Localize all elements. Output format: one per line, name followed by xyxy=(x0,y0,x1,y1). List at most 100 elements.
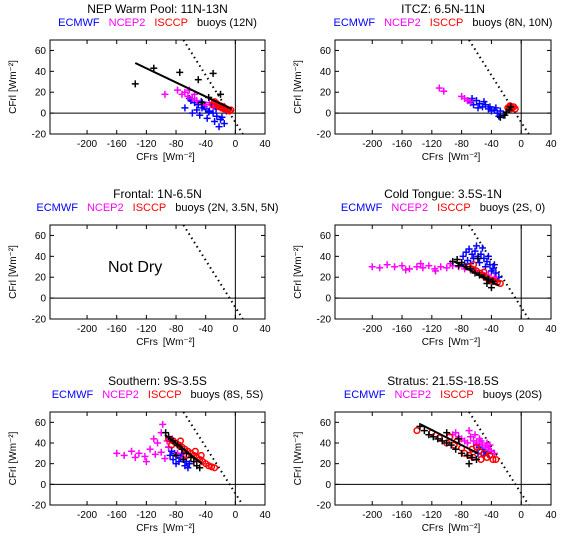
point-ecmwf xyxy=(213,112,221,120)
point-buoys xyxy=(425,431,433,439)
point-isccp xyxy=(176,437,185,445)
x-tick-label: 40 xyxy=(545,139,557,150)
point-buoys xyxy=(507,103,515,111)
x-tick-label: 0 xyxy=(518,510,524,521)
y-tick-label: 60 xyxy=(320,46,332,57)
x-tick-label: 0 xyxy=(233,139,239,150)
point-buoys xyxy=(455,435,463,443)
point-ecmwf xyxy=(487,267,495,275)
legend-entry-3: ISCCP xyxy=(133,202,167,214)
chart-panel-3: Frontal: 1N-6.5N ECMWF NCEP2 ISCCP buoys (2N… xyxy=(8,187,279,348)
point-ncep2 xyxy=(402,266,410,274)
point-ncep2 xyxy=(202,101,210,109)
x-tick-label: -160 xyxy=(392,324,412,335)
x-tick-label: -160 xyxy=(392,139,412,150)
y-tick-label: 40 xyxy=(35,67,47,78)
point-ncep2 xyxy=(113,449,121,457)
point-ecmwf xyxy=(203,114,211,122)
x-tick-label: 0 xyxy=(518,139,524,150)
point-buoys xyxy=(194,76,202,84)
point-ncep2 xyxy=(120,451,128,459)
y-axis-label: CFrl [Wm⁻²] xyxy=(8,431,19,485)
y-axis-label-unit: [Wm⁻²] xyxy=(293,245,304,277)
reference-line xyxy=(468,40,530,134)
plot-frame xyxy=(334,411,552,506)
y-axis-label-unit: [Wm⁻²] xyxy=(8,245,19,277)
y-tick-label: 40 xyxy=(320,252,332,263)
point-ncep2 xyxy=(184,92,192,100)
point-buoys xyxy=(190,458,198,466)
y-tick-label: 40 xyxy=(320,439,332,450)
point-ecmwf xyxy=(474,104,482,112)
point-ecmwf xyxy=(465,245,473,253)
point-ecmwf xyxy=(184,464,192,472)
x-axis-label-unit: [Wm⁻²] xyxy=(448,337,480,348)
point-ncep2 xyxy=(432,267,440,275)
point-ncep2 xyxy=(473,439,481,447)
point-ecmwf xyxy=(215,123,223,131)
legend-entry-4: buoys (12N) xyxy=(197,17,257,29)
legend-entry-4: buoys (8N, 10N) xyxy=(472,17,552,29)
point-ecmwf xyxy=(496,107,504,115)
point-buoys xyxy=(217,90,225,98)
x-axis-label: CFrs [Wm⁻²] xyxy=(136,152,195,163)
annotation-note: Not Dry xyxy=(108,259,162,276)
y-axis-label: CFrl [Wm⁻²] xyxy=(293,245,304,299)
x-tick-label: -160 xyxy=(107,324,127,335)
legend: ECMWF NCEP2 ISCCP buoys (2S, 0) xyxy=(341,202,545,214)
legend-entry-2: NCEP2 xyxy=(384,17,421,29)
x-tick-label: -200 xyxy=(77,139,97,150)
fit-line xyxy=(164,433,203,465)
point-ncep2 xyxy=(471,431,479,439)
point-isccp xyxy=(191,447,199,455)
chart-title: Cold Tongue: 3.5S-1N xyxy=(384,187,502,201)
point-isccp xyxy=(227,106,235,114)
y-tick-label: -20 xyxy=(32,130,47,141)
point-isccp xyxy=(492,455,500,464)
y-tick-label: 0 xyxy=(40,109,46,120)
chart-title: NEP Warm Pool: 11N-13N xyxy=(87,2,228,16)
point-isccp xyxy=(489,455,497,464)
x-axis-label-unit: [Wm⁻²] xyxy=(163,523,195,534)
x-tick-label: -200 xyxy=(77,324,97,335)
x-tick-label: -40 xyxy=(198,324,213,335)
fit-line xyxy=(134,62,233,110)
y-tick-label: 20 xyxy=(320,459,332,470)
point-buoys xyxy=(196,464,204,472)
legend-entry-4: buoys (8S, 5S) xyxy=(191,389,264,401)
point-buoys xyxy=(496,113,504,121)
point-buoys xyxy=(209,69,217,77)
point-buoys xyxy=(468,453,476,461)
legend: ECMWF NCEP2 ISCCP buoys (8S, 5S) xyxy=(52,389,264,401)
point-ecmwf xyxy=(492,269,500,277)
plot-area xyxy=(113,412,244,505)
x-tick-label: -200 xyxy=(362,510,382,521)
point-buoys xyxy=(434,435,442,443)
y-tick-label: -20 xyxy=(32,501,47,512)
y-axis-label-name: CFrl xyxy=(293,95,304,114)
point-ecmwf xyxy=(196,111,204,119)
x-tick-label: 40 xyxy=(259,510,271,521)
point-ecmwf xyxy=(475,259,483,267)
point-ecmwf xyxy=(205,108,213,116)
legend-entry-1: ECMWF xyxy=(58,17,100,29)
point-isccp xyxy=(469,261,478,269)
point-ecmwf xyxy=(478,244,486,252)
point-buoys xyxy=(416,422,424,430)
point-ncep2 xyxy=(425,262,433,270)
x-axis-label-name: CFrs xyxy=(422,337,444,348)
reference-line xyxy=(468,225,530,319)
x-axis-label: CFrs [Wm⁻²] xyxy=(422,152,481,163)
chart-title: Frontal: 1N-6.5N xyxy=(113,187,202,201)
legend-entry-1: ECMWF xyxy=(344,389,386,401)
point-ecmwf xyxy=(185,460,193,468)
point-ecmwf xyxy=(473,242,481,250)
y-tick-label: -20 xyxy=(32,315,47,326)
point-buoys xyxy=(150,64,158,72)
point-buoys xyxy=(176,68,184,76)
y-tick-label: 40 xyxy=(320,67,332,78)
x-tick-label: 40 xyxy=(259,324,271,335)
point-ncep2 xyxy=(141,452,149,460)
y-tick-label: 60 xyxy=(35,231,47,242)
point-ncep2 xyxy=(417,260,425,268)
